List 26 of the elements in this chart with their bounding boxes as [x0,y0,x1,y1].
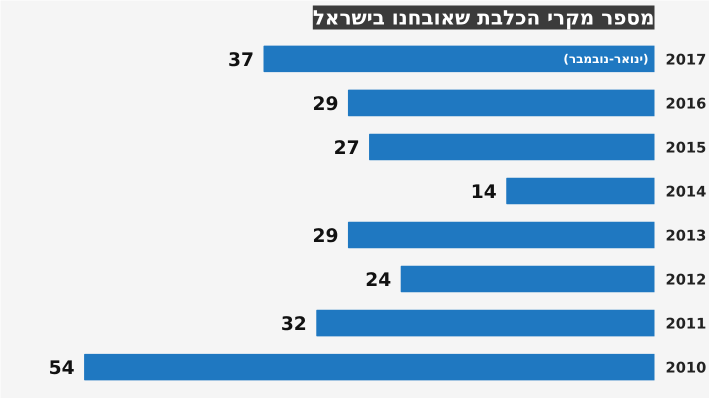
y-tick-label: 2011 [666,316,706,333]
bar [369,134,654,160]
data-label: 14 [470,182,497,203]
chart-title: מספר מקרי הכלבת שאובחנו בישראל [312,6,655,30]
data-label: 24 [365,270,392,292]
y-tick-label: 2014 [666,183,706,200]
data-label: 27 [334,138,360,159]
data-label: 29 [312,94,338,115]
bar [264,46,654,72]
y-tick-label: 2017 [666,51,706,68]
data-label: 29 [312,226,338,248]
data-label: 54 [48,358,75,380]
bar [506,178,654,204]
annotation: (ינואר-נובמבר) [563,52,649,66]
bar [316,310,654,336]
y-tick-label: 2013 [666,228,706,245]
data-label: 37 [228,50,254,71]
y-tick-label: 2012 [666,272,706,289]
bar [84,354,654,380]
bar [348,90,654,116]
bar [400,266,654,292]
y-tick-label: 2010 [666,360,706,377]
y-tick-label: 2016 [666,95,706,112]
data-label: 32 [280,314,307,336]
bar [348,222,654,248]
y-tick-label: 2015 [666,139,706,156]
